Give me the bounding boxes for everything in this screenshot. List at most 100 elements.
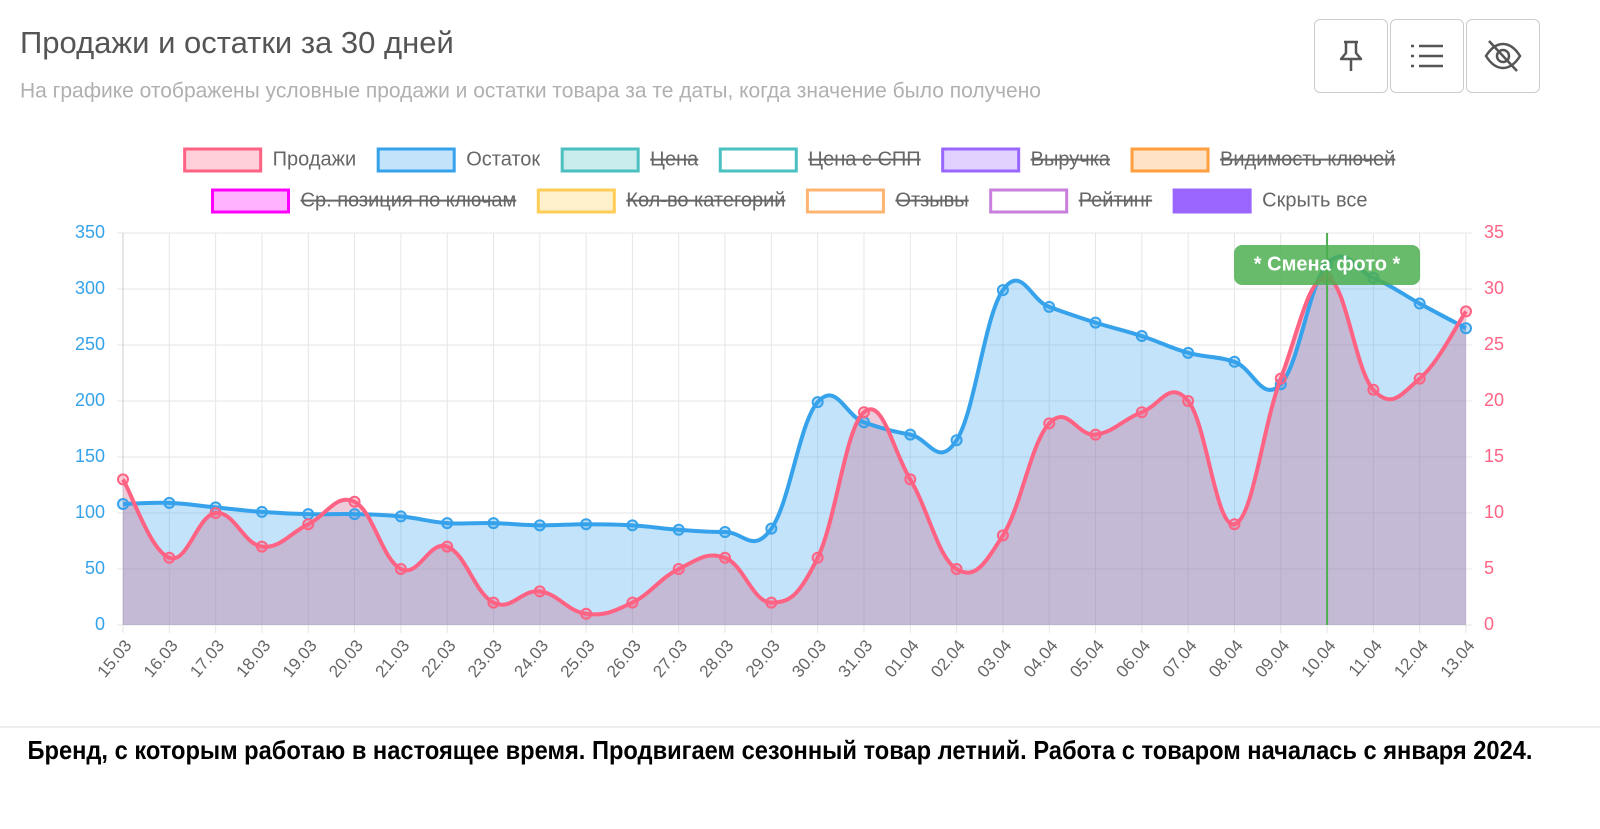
legend-label: Кол-во категорий (626, 189, 785, 211)
y2-tick-label: 20 (1484, 390, 1504, 410)
y2-tick-label: 15 (1484, 446, 1504, 466)
legend-item[interactable]: Скрыть все (1172, 188, 1367, 214)
point (441, 517, 454, 530)
y2-tick-label: 5 (1484, 558, 1494, 578)
pin-icon (1339, 40, 1363, 71)
chart-subtitle: На графике отображены условные продажи и… (20, 80, 1041, 103)
x-tick-label: 08.04 (1205, 636, 1247, 681)
x-tick-label: 15.03 (94, 636, 136, 681)
y-tick-label: 300 (75, 278, 105, 298)
point (1228, 518, 1241, 531)
x-tick-label: 26.03 (603, 636, 645, 681)
list-icon (1411, 44, 1443, 68)
x-tick-label: 12.04 (1390, 636, 1432, 681)
legend-label: Цена с СПП (808, 148, 920, 170)
point (1413, 297, 1426, 310)
x-tick-label: 06.04 (1112, 636, 1154, 681)
pin-button[interactable] (1314, 19, 1388, 93)
point (348, 495, 361, 508)
list-button[interactable] (1390, 19, 1464, 93)
legend-label: Скрыть все (1262, 189, 1367, 211)
point (580, 607, 593, 620)
y-tick-label: 200 (75, 390, 105, 410)
legend-item[interactable]: Ср. позиция по ключам (211, 188, 517, 214)
point (117, 498, 129, 511)
point (1043, 300, 1056, 313)
legend-item[interactable]: Кол-во категорий (536, 188, 785, 214)
point (302, 508, 315, 521)
legend-item[interactable]: Отзывы (805, 188, 969, 214)
legend-item[interactable]: Выручка (941, 147, 1111, 173)
x-tick-label: 24.03 (510, 636, 552, 681)
legend-label: Цена (650, 148, 699, 170)
y2-tick-label: 30 (1484, 278, 1504, 298)
hide-button[interactable] (1466, 19, 1540, 93)
x-tick-label: 27.03 (649, 636, 691, 681)
point (533, 519, 546, 532)
point (255, 540, 268, 553)
x-tick-label: 31.03 (835, 636, 877, 681)
point (765, 522, 778, 535)
point (1089, 316, 1102, 329)
y-tick-label: 50 (85, 558, 105, 578)
x-tick-label: 17.03 (186, 636, 228, 681)
legend-label: Видимость ключей (1220, 148, 1395, 170)
legend-swatch (1172, 188, 1252, 214)
legend-item[interactable]: Цена (560, 147, 699, 173)
point (904, 473, 917, 486)
legend-swatch (560, 147, 640, 173)
legend-label: Остаток (466, 148, 540, 170)
x-tick-label: 21.03 (371, 636, 413, 681)
point (626, 519, 639, 532)
point (719, 526, 732, 539)
x-tick-label: 20.03 (325, 636, 367, 681)
legend-label: Продажи (273, 148, 357, 170)
point (1460, 305, 1472, 318)
annotation-label: * Смена фото * (1254, 253, 1401, 275)
legend-swatch (941, 147, 1021, 173)
x-tick-label: 29.03 (742, 636, 784, 681)
legend-item[interactable]: Рейтинг (989, 188, 1152, 214)
point (487, 517, 500, 530)
legend-swatch (805, 188, 885, 214)
y2-tick-label: 25 (1484, 334, 1504, 354)
point (811, 396, 824, 409)
point (441, 540, 454, 553)
y2-tick-label: 10 (1484, 502, 1504, 522)
legend-label: Ср. позиция по ключам (301, 189, 517, 211)
x-tick-label: 01.04 (881, 636, 923, 681)
x-tick-label: 02.04 (927, 636, 969, 681)
y-tick-label: 0 (95, 614, 105, 634)
x-tick-label: 22.03 (418, 636, 460, 681)
legend-item[interactable]: Цена с СПП (718, 147, 921, 173)
point (1413, 372, 1426, 385)
point (163, 496, 176, 509)
point (950, 563, 963, 575)
area (123, 256, 1466, 625)
point (1135, 330, 1148, 343)
legend-item[interactable]: Остаток (376, 147, 540, 173)
x-tick-label: 07.04 (1159, 636, 1201, 681)
point (996, 284, 1009, 297)
point (394, 510, 407, 523)
point (1367, 383, 1380, 396)
point (950, 434, 963, 447)
point (348, 508, 361, 521)
legend-swatch (718, 147, 798, 173)
legend-item[interactable]: Видимость ключей (1130, 147, 1395, 173)
eye-off-icon (1484, 40, 1522, 72)
point (996, 529, 1009, 542)
legend-swatch (536, 188, 616, 214)
y-tick-label: 350 (75, 222, 105, 242)
point (811, 551, 824, 564)
point (1182, 395, 1195, 407)
line (122, 254, 1467, 544)
x-tick-label: 25.03 (557, 636, 599, 681)
legend-item[interactable]: Продажи (183, 147, 357, 173)
point (117, 473, 129, 486)
point (1182, 346, 1195, 359)
y-tick-label: 250 (75, 334, 105, 354)
x-tick-label: 23.03 (464, 636, 506, 681)
point (1089, 428, 1102, 441)
